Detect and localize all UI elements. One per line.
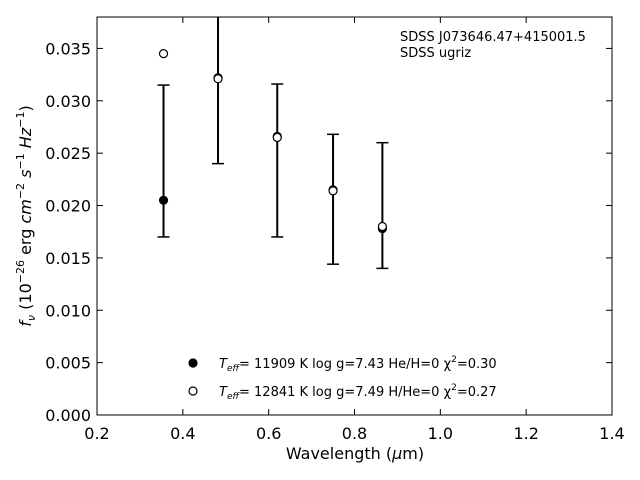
annotation-line-2: SDSS ugriz bbox=[400, 46, 471, 61]
y-tick-label: 0.005 bbox=[45, 354, 91, 373]
y-tick-label: 0.015 bbox=[45, 249, 91, 268]
y-axis-label: fν (10−26 erg cm−2 s−1 Hz−1) bbox=[14, 105, 38, 326]
x-axis-label: Wavelength (μm) bbox=[286, 444, 424, 463]
point-open bbox=[377, 221, 387, 232]
y-tick-label: 0.030 bbox=[45, 92, 91, 111]
annotation-line-1: SDSS J073646.47+415001.5 bbox=[400, 30, 586, 45]
legend-label: Teff= 12841 K log g=7.49 H/He=0 χ2=0.27 bbox=[219, 383, 497, 402]
legend-marker-open bbox=[188, 386, 198, 396]
x-tick-label: 0.8 bbox=[342, 424, 367, 443]
legend-marker-filled bbox=[188, 358, 198, 368]
y-tick-label: 0.010 bbox=[45, 301, 91, 320]
point-filled bbox=[158, 195, 169, 205]
x-tick-label: 1.0 bbox=[428, 424, 453, 443]
x-tick-label: 1.4 bbox=[599, 424, 624, 443]
point-open bbox=[328, 186, 338, 196]
legend-label: Teff= 11909 K log g=7.43 He/H=0 χ2=0.30 bbox=[219, 355, 497, 374]
plot-frame bbox=[96, 16, 613, 416]
point-open bbox=[158, 49, 169, 59]
y-tick-label: 0.000 bbox=[45, 406, 91, 425]
y-tick-label: 0.035 bbox=[45, 39, 91, 58]
x-axis-ticks: 0.2 0.4 0.6 0.8 1.0 1.2 1.4 bbox=[84, 17, 625, 443]
point-open bbox=[272, 132, 282, 143]
x-tick-label: 0.6 bbox=[256, 424, 281, 443]
error-bars bbox=[157, 17, 389, 270]
y-tick-label: 0.020 bbox=[45, 197, 91, 216]
x-tick-label: 1.2 bbox=[513, 424, 538, 443]
point-open bbox=[213, 74, 223, 84]
x-tick-label: 0.4 bbox=[170, 424, 195, 443]
y-axis-label-group: fν (10−26 erg cm−2 s−1 Hz−1) bbox=[14, 105, 38, 326]
x-tick-label: 0.2 bbox=[84, 424, 109, 443]
legend: Teff= 11909 K log g=7.43 He/H=0 χ2=0.30 T… bbox=[188, 355, 497, 402]
y-axis-ticks: 0.000 0.005 0.010 0.015 0.020 0.025 0.030 0.035 bbox=[45, 39, 612, 425]
y-tick-label: 0.025 bbox=[45, 144, 91, 163]
data-points bbox=[158, 49, 387, 234]
